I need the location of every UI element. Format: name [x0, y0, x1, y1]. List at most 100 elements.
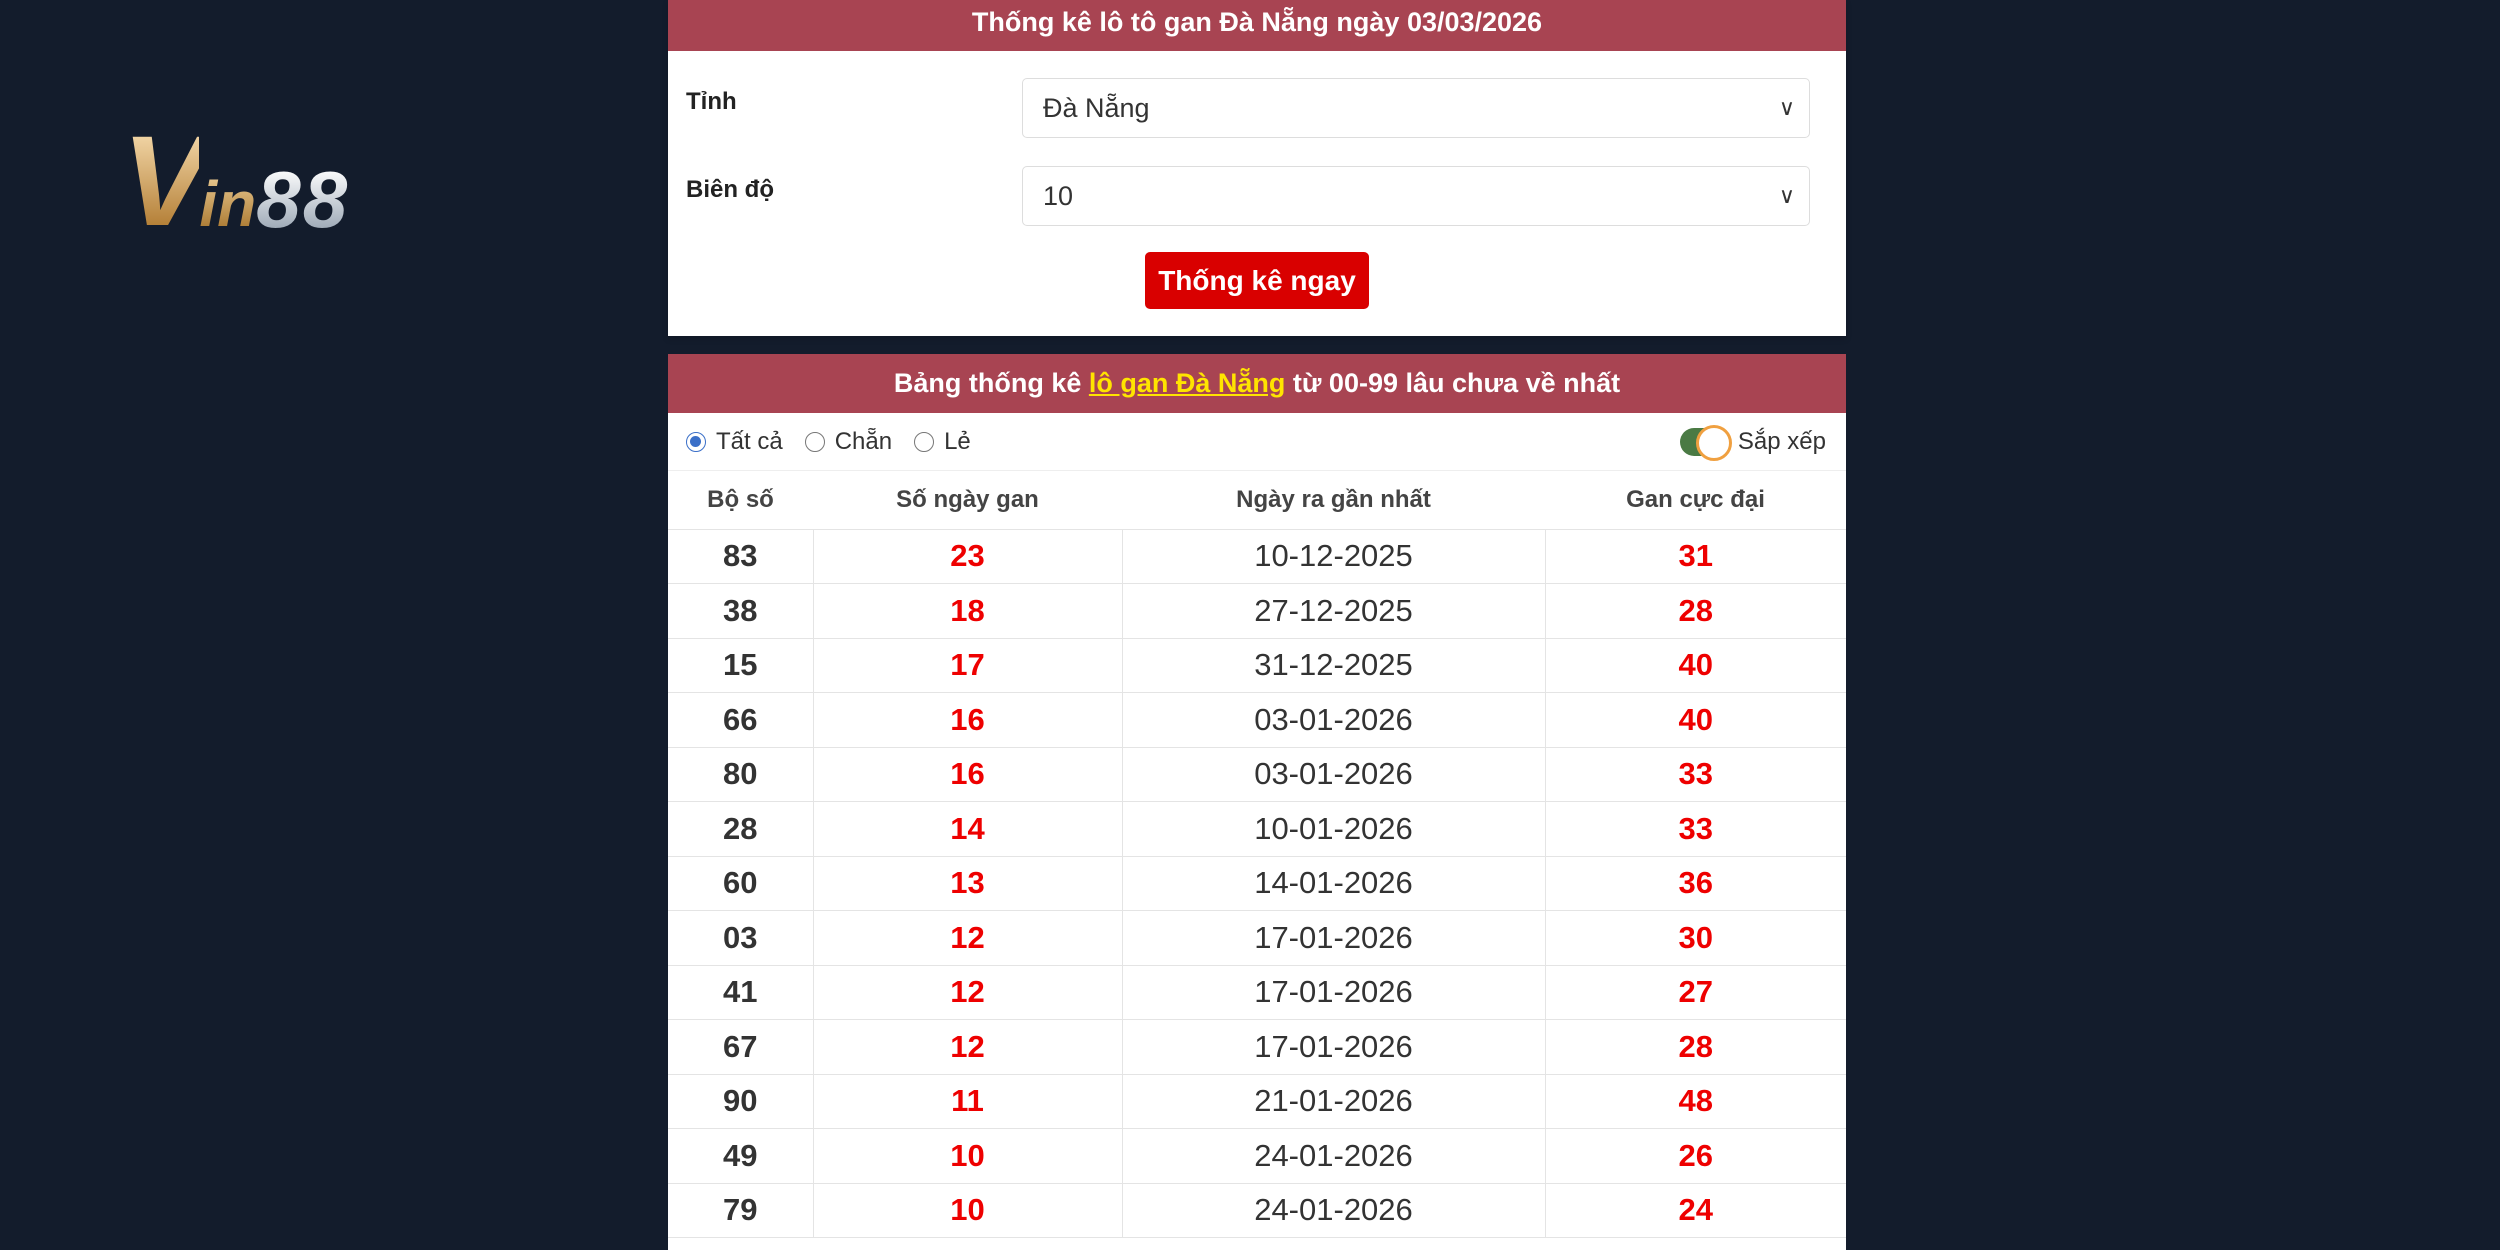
province-value: Đà Nẵng	[1043, 93, 1150, 123]
toggle-switch-icon	[1679, 424, 1732, 461]
max-gan-cell: 26	[1544, 1128, 1846, 1184]
days-gan-cell: 16	[812, 692, 1122, 748]
table-row: 79 10 24-01-2026 24	[668, 1183, 1846, 1238]
filter-bar: Tất cả Chẵn Lẻ Sắp xếp	[668, 413, 1846, 471]
max-gan-cell: 36	[1544, 856, 1846, 911]
days-gan-cell: 23	[812, 529, 1122, 584]
last-date-cell: 31-12-2025	[1121, 638, 1545, 693]
last-date-cell: 03-01-2026	[1121, 747, 1545, 802]
max-gan-cell: 30	[1544, 910, 1846, 966]
number-cell: 15	[668, 638, 813, 693]
submit-button[interactable]: Thống kê ngay	[1145, 252, 1369, 309]
table-row: 15 17 31-12-2025 40	[668, 638, 1846, 693]
max-gan-cell: 48	[1544, 1074, 1846, 1129]
number-cell: 67	[668, 1019, 813, 1075]
table-row: 83 23 10-12-2025 31	[668, 529, 1846, 584]
table-row: 66 16 03-01-2026 40	[668, 692, 1846, 748]
max-gan-cell: 33	[1544, 801, 1846, 857]
stats-form-card: Thống kê lô tô gan Đà Nẵng ngày 03/03/20…	[668, 0, 1846, 336]
title-suffix: từ 00-99 lâu chưa về nhất	[1285, 368, 1621, 398]
table-row: 38 18 27-12-2025 28	[668, 583, 1846, 639]
number-cell: 28	[668, 801, 813, 857]
filter-odd-radio[interactable]: Lẻ	[914, 428, 971, 456]
radio-icon	[804, 431, 825, 452]
max-gan-cell: 40	[1544, 638, 1846, 693]
number-cell: 41	[668, 965, 813, 1020]
number-cell: 49	[668, 1128, 813, 1184]
number-cell: 60	[668, 856, 813, 911]
max-gan-cell: 27	[1544, 965, 1846, 1020]
table-row: 90 11 21-01-2026 48	[668, 1074, 1846, 1129]
last-date-cell: 24-01-2026	[1121, 1128, 1545, 1184]
table-row: 41 12 17-01-2026 27	[668, 965, 1846, 1020]
table-row: 49 10 24-01-2026 26	[668, 1128, 1846, 1184]
filter-even-radio[interactable]: Chẵn	[804, 427, 893, 456]
number-cell: 83	[668, 529, 813, 584]
max-gan-cell: 33	[1544, 747, 1846, 802]
last-date-cell: 10-01-2026	[1121, 801, 1545, 857]
column-header: Ngày ra gần nhất	[1122, 471, 1545, 530]
column-header: Gan cực đại	[1545, 471, 1846, 530]
days-gan-cell: 12	[812, 965, 1122, 1020]
last-date-cell: 17-01-2026	[1121, 965, 1545, 1020]
radio-checked-icon	[686, 431, 706, 452]
column-header: Số ngày gan	[813, 471, 1122, 530]
days-gan-cell: 16	[812, 747, 1122, 802]
days-gan-cell: 10	[812, 1128, 1122, 1184]
last-date-cell: 24-01-2026	[1121, 1183, 1545, 1238]
form-title: Thống kê lô tô gan Đà Nẵng ngày 03/03/20…	[668, 0, 1846, 51]
table-row: 67 12 17-01-2026 28	[668, 1019, 1846, 1075]
days-gan-cell: 12	[812, 910, 1122, 966]
range-value: 10	[1043, 181, 1074, 211]
stats-table-card: Bảng thống kê lô gan Đà Nẵng từ 00-99 lâ…	[668, 354, 1846, 1250]
number-cell: 79	[668, 1183, 813, 1238]
last-date-cell: 27-12-2025	[1121, 583, 1545, 639]
title-prefix: Bảng thống kê	[893, 368, 1089, 398]
last-date-cell: 21-01-2026	[1121, 1074, 1545, 1129]
days-gan-cell: 17	[812, 638, 1122, 693]
table-row: 80 16 03-01-2026 33	[668, 747, 1846, 802]
last-date-cell: 17-01-2026	[1121, 910, 1545, 966]
number-cell: 38	[668, 583, 813, 639]
sort-toggle[interactable]: Sắp xếp	[1679, 424, 1826, 461]
last-date-cell: 14-01-2026	[1121, 856, 1545, 911]
days-gan-cell: 11	[812, 1074, 1122, 1129]
filter-label: Lẻ	[944, 427, 971, 455]
filter-label: Chẵn	[834, 427, 893, 455]
sort-label: Sắp xếp	[1737, 427, 1826, 455]
range-select[interactable]: 10 ∨	[1022, 166, 1810, 226]
days-gan-cell: 18	[812, 583, 1122, 639]
filter-all-radio[interactable]: Tất cả	[686, 428, 783, 456]
number-cell: 90	[668, 1074, 813, 1129]
max-gan-cell: 24	[1544, 1183, 1846, 1238]
number-cell: 66	[668, 692, 813, 748]
max-gan-cell: 40	[1544, 692, 1846, 748]
days-gan-cell: 14	[812, 801, 1122, 857]
table-row: 03 12 17-01-2026 30	[668, 910, 1846, 966]
last-date-cell: 03-01-2026	[1121, 692, 1545, 748]
days-gan-cell: 13	[812, 856, 1122, 911]
max-gan-cell: 28	[1544, 1019, 1846, 1075]
chevron-down-icon: ∨	[1778, 95, 1795, 120]
table-title: Bảng thống kê lô gan Đà Nẵng từ 00-99 lâ…	[668, 354, 1846, 413]
last-date-cell: 10-12-2025	[1121, 529, 1545, 584]
last-date-cell: 17-01-2026	[1121, 1019, 1545, 1075]
column-header: Bộ số	[668, 471, 813, 530]
filter-label: Tất cả	[716, 427, 783, 455]
province-select[interactable]: Đà Nẵng ∨	[1022, 78, 1810, 138]
days-gan-cell: 12	[812, 1019, 1122, 1075]
table-header-row: Bộ số Số ngày gan Ngày ra gần nhất Gan c…	[668, 471, 1846, 530]
radio-icon	[914, 431, 935, 452]
days-gan-cell: 10	[812, 1183, 1122, 1238]
table-row: 60 13 14-01-2026 36	[668, 856, 1846, 911]
number-cell: 03	[668, 910, 813, 966]
number-cell: 80	[668, 747, 813, 802]
range-label: Biên độ	[686, 176, 774, 203]
chevron-down-icon: ∨	[1778, 183, 1795, 208]
table-row: 28 14 10-01-2026 33	[668, 801, 1846, 857]
lo-gan-table: Bộ số Số ngày gan Ngày ra gần nhất Gan c…	[668, 471, 1846, 1238]
title-link[interactable]: lô gan Đà Nẵng	[1088, 368, 1286, 398]
province-label: Tỉnh	[686, 88, 737, 115]
max-gan-cell: 28	[1544, 583, 1846, 639]
